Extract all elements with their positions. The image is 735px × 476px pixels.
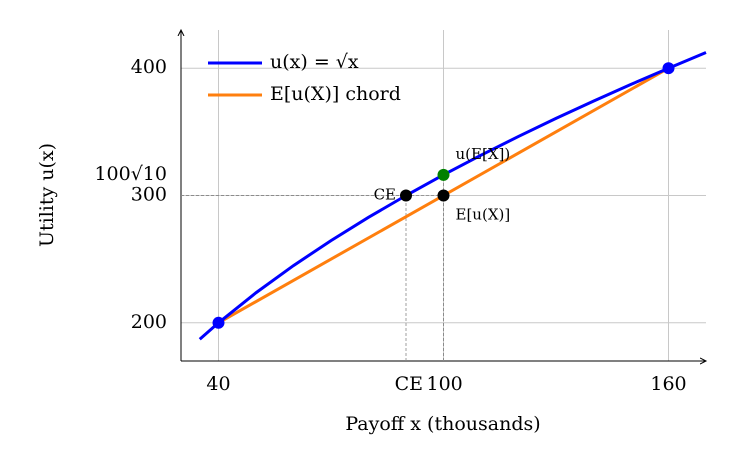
y-tick-label: 100√10 <box>94 163 167 185</box>
marker <box>212 316 225 329</box>
y-tick-label: 400 <box>131 56 167 78</box>
x-tick-label: 160 <box>650 373 686 395</box>
legend-label: u(x) = √x <box>270 51 359 73</box>
y-tick-label: 200 <box>131 311 167 333</box>
y-axis-label: Utility u(x) <box>36 143 58 247</box>
point-label: u(E[X]) <box>456 145 511 163</box>
point-label: CE <box>374 186 396 204</box>
x-tick-label: 100 <box>427 373 463 395</box>
x-tick-label: 40 <box>206 373 230 395</box>
x-tick-label: CE <box>395 373 423 395</box>
marker <box>437 168 450 181</box>
legend-label: E[u(X)] chord <box>270 83 401 105</box>
point-label: E[u(X)] <box>456 206 511 224</box>
marker <box>437 189 450 202</box>
marker <box>662 62 675 75</box>
y-tick-label: 300 <box>131 184 167 206</box>
marker <box>400 189 412 202</box>
x-axis-label: Payoff x (thousands) <box>345 413 540 435</box>
